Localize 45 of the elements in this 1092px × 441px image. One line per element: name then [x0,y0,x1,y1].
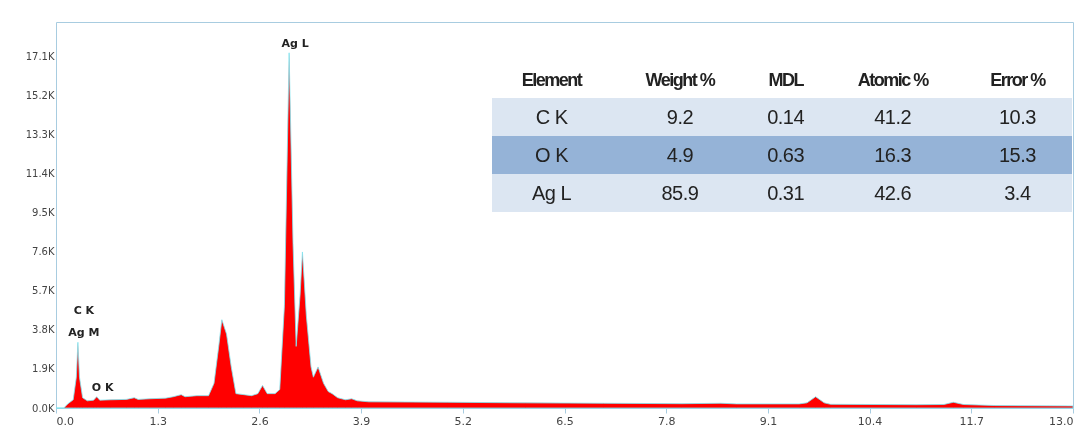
annotation: 3.4 [962,174,1072,212]
y-tick-label: 7.6K [32,246,55,258]
annotation: Atomic % [856,68,930,92]
annotation: 10.3 [962,98,1072,136]
annotation: C K [73,304,95,318]
x-tick-label: 5.2 [454,414,473,428]
y-tick-label: 13.3K [25,129,55,141]
annotation: 42.6 [822,174,963,212]
annotation: Ag M [68,326,100,340]
annotation: Ag L [492,174,612,212]
y-tick-label: 11.4K [25,168,55,180]
y-tick-label: 17.1K [25,51,55,63]
y-tick-label: 9.5K [32,207,55,219]
x-tick-label: 9.1 [759,414,778,428]
x-tick-label: 13.0 [1049,414,1074,428]
annotation: O K [492,136,612,174]
annotation: 41.2 [822,98,963,136]
annotation: 16.3 [822,136,963,174]
annotation: 15.3 [962,136,1072,174]
annotation: O K [91,380,114,394]
x-tick-label: 0.0 [56,414,74,428]
annotation: 0.63 [748,136,823,174]
x-tick-label: 7.8 [657,414,676,428]
annotation: Weight % [644,68,716,92]
annotation: 85.9 [611,174,749,212]
annotation: C K [492,98,612,136]
x-tick-label: 3.9 [352,414,371,428]
annotation: Ag L [281,36,309,50]
x-tick-label: 11.7 [959,414,985,428]
y-tick-label: 1.9K [32,363,55,375]
annotation: MDL [767,68,805,92]
annotation: 9.2 [611,98,749,136]
x-tick-label: 1.3 [149,414,167,428]
annotation: Element [520,68,583,92]
y-tick-label: 0.0K [32,402,55,414]
y-tick-label: 15.2K [25,90,55,102]
y-tick-label: 3.8K [32,324,55,336]
x-tick-label: 10.4 [857,414,883,428]
annotation: 0.14 [748,98,823,136]
annotation: Error % [989,68,1047,92]
x-tick-label: 2.6 [251,414,269,428]
x-tick-label: 6.5 [556,414,574,428]
annotation: 4.9 [611,136,749,174]
y-tick-label: 5.7K [32,285,55,297]
annotation: 0.31 [748,174,823,212]
